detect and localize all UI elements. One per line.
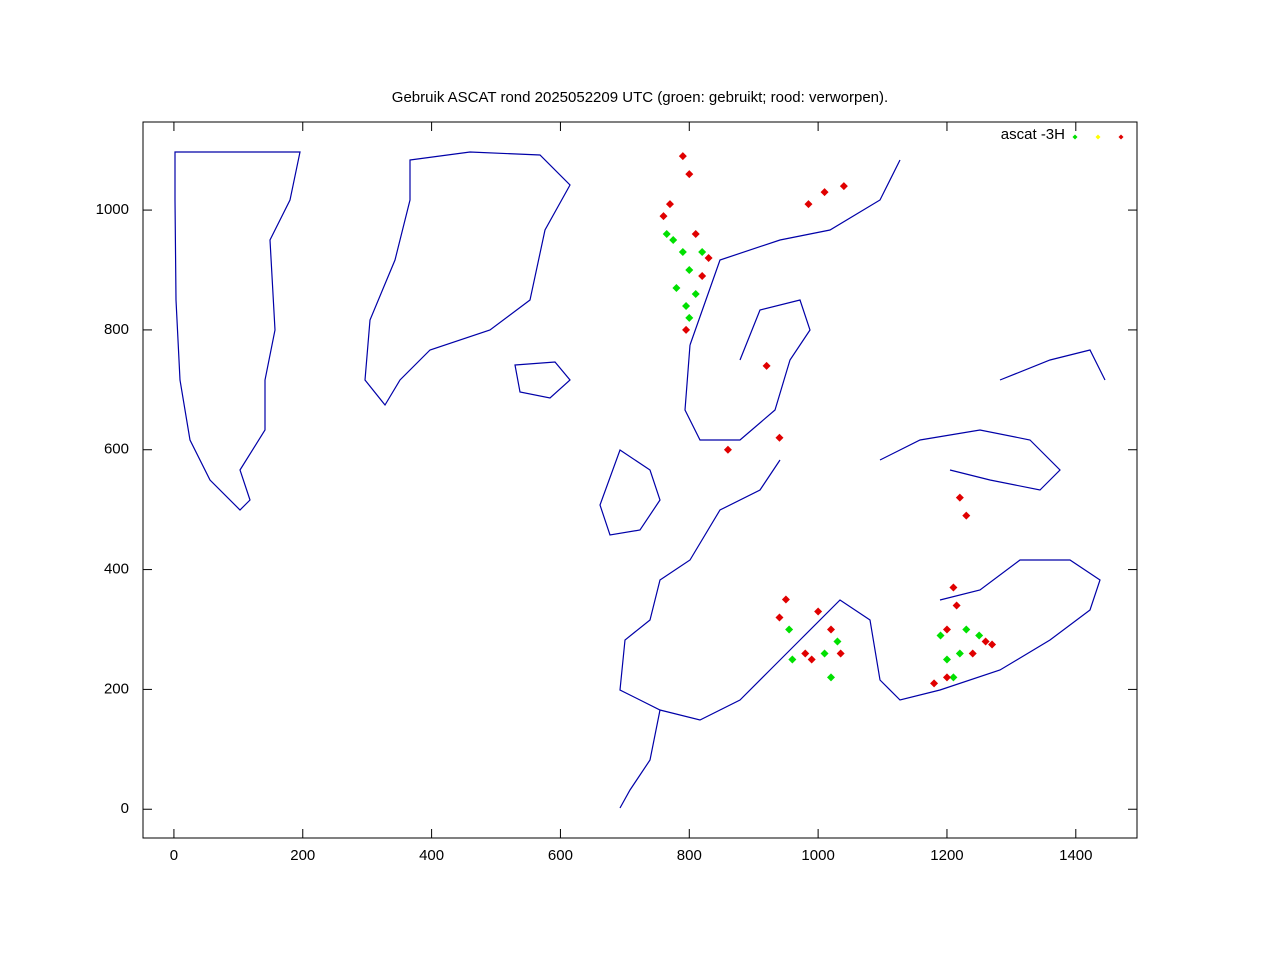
data-point xyxy=(833,637,842,646)
y-tick-label: 600 xyxy=(104,441,129,458)
data-point xyxy=(988,640,997,649)
data-point xyxy=(678,152,687,161)
data-point xyxy=(962,625,971,634)
data-point xyxy=(820,649,829,658)
data-point xyxy=(665,200,674,209)
data-point xyxy=(723,445,732,454)
legend-label: ascat -3H xyxy=(1001,126,1065,143)
data-point xyxy=(955,493,964,502)
x-tick-label: 600 xyxy=(548,847,573,864)
data-point xyxy=(672,283,681,292)
y-tick-label: 200 xyxy=(104,680,129,697)
x-tick-label: 1400 xyxy=(1059,847,1092,864)
x-tick-label: 400 xyxy=(419,847,444,864)
data-point xyxy=(936,631,945,640)
data-point xyxy=(820,188,829,197)
data-point xyxy=(704,254,713,263)
data-point xyxy=(942,655,951,664)
data-point xyxy=(685,170,694,179)
data-point xyxy=(836,649,845,658)
y-tick-label: 800 xyxy=(104,321,129,338)
data-point xyxy=(669,236,678,245)
data-point xyxy=(981,637,990,646)
data-point xyxy=(807,655,816,664)
data-point xyxy=(962,511,971,520)
data-point xyxy=(968,649,977,658)
coastlines xyxy=(174,151,1106,809)
data-point xyxy=(949,673,958,682)
legend-marker xyxy=(1095,134,1101,140)
y-tick-label: 1000 xyxy=(96,201,129,218)
x-tick-label: 1200 xyxy=(930,847,963,864)
x-tick-label: 200 xyxy=(290,847,315,864)
data-point xyxy=(839,182,848,191)
chart-title: Gebruik ASCAT rond 2025052209 UTC (groen… xyxy=(392,89,888,106)
data-point xyxy=(785,625,794,634)
data-point xyxy=(781,595,790,604)
x-tick-label: 800 xyxy=(677,847,702,864)
data-point xyxy=(691,230,700,239)
data-point xyxy=(659,212,668,221)
x-tick-label: 0 xyxy=(170,847,178,864)
data-point xyxy=(685,313,694,322)
x-tick-label: 1000 xyxy=(801,847,834,864)
data-point xyxy=(698,248,707,257)
data-point xyxy=(975,631,984,640)
data-point xyxy=(814,607,823,616)
data-point xyxy=(691,289,700,298)
data-point xyxy=(942,625,951,634)
data-point xyxy=(678,248,687,257)
data-point xyxy=(775,433,784,442)
data-point xyxy=(775,613,784,622)
data-point xyxy=(955,649,964,658)
data-point xyxy=(682,301,691,310)
legend-marker xyxy=(1072,134,1078,140)
plot-frame xyxy=(142,121,1138,839)
data-point xyxy=(827,625,836,634)
data-point xyxy=(788,655,797,664)
data-point xyxy=(698,271,707,280)
data-point xyxy=(804,200,813,209)
data-point xyxy=(685,265,694,274)
data-point xyxy=(930,679,939,688)
data-point xyxy=(662,230,671,239)
legend-marker xyxy=(1118,134,1124,140)
data-point xyxy=(942,673,951,682)
data-point xyxy=(827,673,836,682)
data-point xyxy=(762,361,771,370)
data-point xyxy=(682,325,691,334)
data-point xyxy=(801,649,810,658)
data-point xyxy=(949,583,958,592)
y-tick-label: 0 xyxy=(121,800,129,817)
y-tick-label: 400 xyxy=(104,561,129,578)
data-point xyxy=(952,601,961,610)
